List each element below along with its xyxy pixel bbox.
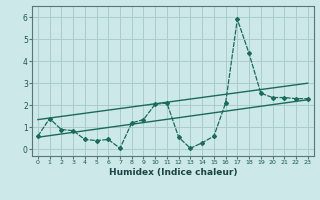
X-axis label: Humidex (Indice chaleur): Humidex (Indice chaleur) (108, 168, 237, 177)
